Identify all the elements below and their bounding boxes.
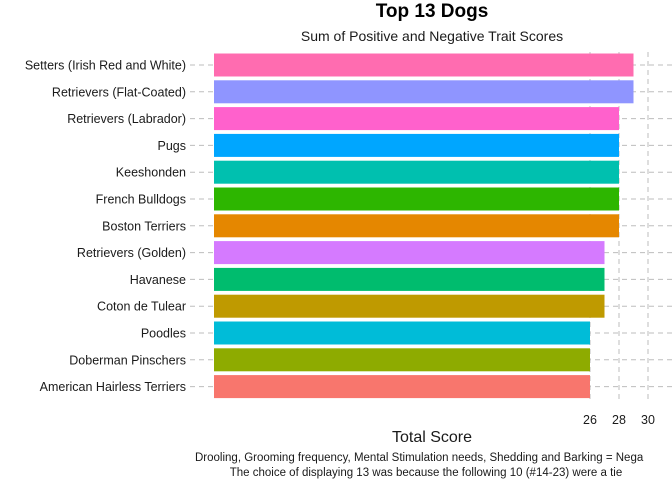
- category-label: Doberman Pinschers: [69, 353, 186, 367]
- category-label: Coton de Tulear: [97, 300, 186, 314]
- category-label: Pugs: [158, 139, 187, 153]
- bars: [214, 53, 634, 399]
- chart-subtitle: Sum of Positive and Negative Trait Score…: [301, 28, 563, 44]
- bar-doberman-pinschers: [214, 348, 590, 372]
- bar-poodles: [214, 321, 590, 345]
- category-label: Keeshonden: [116, 166, 186, 180]
- category-label: Retrievers (Flat-Coated): [52, 85, 186, 99]
- bar-havanese: [214, 267, 605, 291]
- category-label: Boston Terriers: [102, 219, 186, 233]
- bar-french-bulldogs: [214, 187, 619, 211]
- caption-line-1: Drooling, Grooming frequency, Mental Sti…: [195, 452, 644, 464]
- bar-boston-terriers: [214, 214, 619, 238]
- x-tick-label: 28: [612, 413, 626, 427]
- category-label: Poodles: [141, 327, 186, 341]
- bar-american-hairless-terriers: [214, 375, 590, 399]
- category-label: Retrievers (Golden): [77, 246, 186, 260]
- x-tick-label: 26: [583, 413, 597, 427]
- caption-line-2: The choice of displaying 13 was because …: [230, 467, 623, 479]
- bar-keeshonden: [214, 160, 619, 184]
- bar-coton-de-tulear: [214, 294, 605, 318]
- category-label: Retrievers (Labrador): [67, 112, 186, 126]
- x-axis-title: Total Score: [392, 429, 472, 446]
- category-label: Setters (Irish Red and White): [25, 59, 186, 73]
- bar-retrievers-labrador: [214, 107, 619, 131]
- bar-retrievers-golden: [214, 241, 605, 265]
- bar-setters-irish-red-and-white: [214, 53, 634, 77]
- bar-pugs: [214, 133, 619, 157]
- x-axis-ticks: 26 28 30: [583, 413, 655, 427]
- bar-retrievers-flat-coated: [214, 80, 634, 104]
- category-labels: American Hairless Terriers Doberman Pinsc…: [25, 59, 186, 395]
- x-tick-label: 30: [641, 413, 655, 427]
- chart-title: Top 13 Dogs: [376, 1, 489, 22]
- category-label: Havanese: [130, 273, 186, 287]
- category-label: American Hairless Terriers: [40, 380, 186, 394]
- category-label: French Bulldogs: [96, 193, 186, 207]
